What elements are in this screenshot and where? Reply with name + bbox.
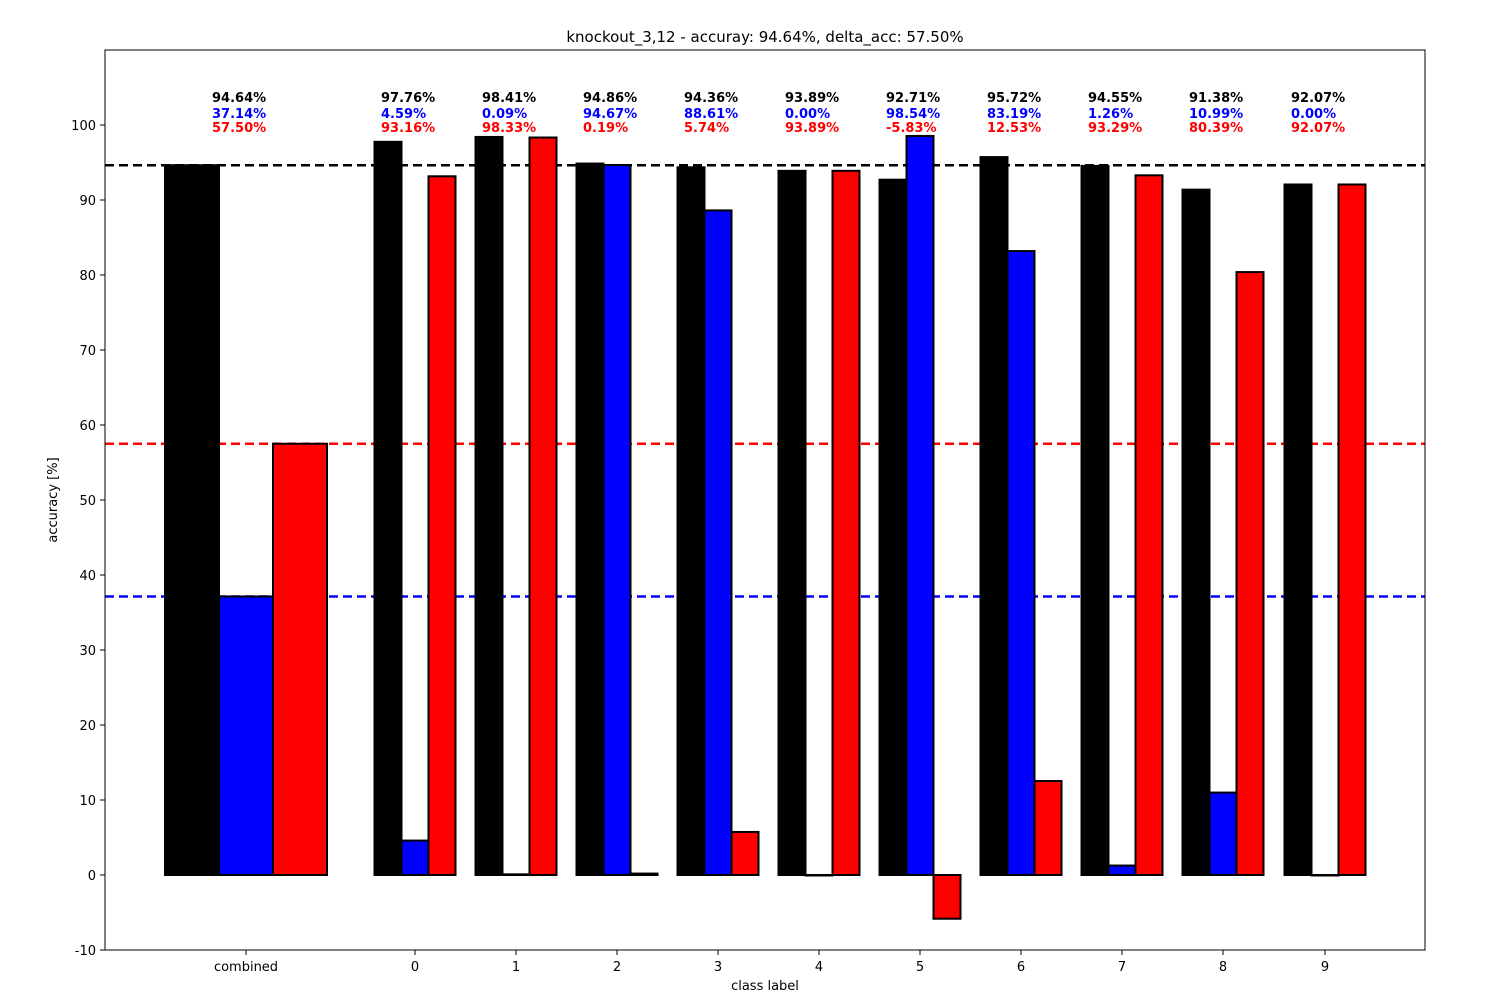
value-label-5-series-1: 98.54% xyxy=(886,107,940,122)
bar-2-series-2 xyxy=(629,872,659,877)
bar-5-series-2 xyxy=(932,874,962,920)
value-label-1-series-2: 98.33% xyxy=(482,121,536,136)
bar-5-series-1 xyxy=(905,134,935,876)
value-label-9-series-0: 92.07% xyxy=(1291,91,1345,106)
value-label-combined-series-0: 94.64% xyxy=(212,91,266,106)
bar-8-series-1 xyxy=(1208,791,1238,877)
x-tick-label: 9 xyxy=(1321,960,1329,975)
bar-6-series-0 xyxy=(979,156,1009,877)
bar-2-series-0 xyxy=(575,162,605,877)
value-label-1-series-0: 98.41% xyxy=(482,91,536,106)
bar-3-series-2 xyxy=(730,830,760,877)
bar-0-series-1 xyxy=(400,839,430,877)
value-label-8-series-0: 91.38% xyxy=(1189,91,1243,106)
x-tick-label: 0 xyxy=(411,960,419,975)
y-tick-label: 30 xyxy=(79,644,96,659)
x-tick-label: combined xyxy=(214,960,278,975)
value-label-4-series-2: 93.89% xyxy=(785,121,839,136)
value-label-8-series-1: 10.99% xyxy=(1189,107,1243,122)
value-label-4-series-1: 0.00% xyxy=(785,107,830,122)
bar-3-series-0 xyxy=(676,166,706,877)
bar-2-series-1 xyxy=(602,163,632,877)
value-label-7-series-1: 1.26% xyxy=(1088,107,1133,122)
bar-0-series-0 xyxy=(373,140,403,877)
x-tick-label: 3 xyxy=(714,960,722,975)
value-label-9-series-2: 92.07% xyxy=(1291,121,1345,136)
y-tick-label: 100 xyxy=(71,119,96,134)
x-tick-label: 6 xyxy=(1017,960,1025,975)
bar-combined-series-2 xyxy=(272,442,328,876)
bar-combined-series-0 xyxy=(164,164,220,876)
bar-3-series-1 xyxy=(703,209,733,877)
bar-9-series-0 xyxy=(1283,183,1313,877)
plot-frame xyxy=(104,49,1426,951)
value-label-7-series-2: 93.29% xyxy=(1088,121,1142,136)
y-tick-label: 0 xyxy=(88,869,96,884)
value-label-4-series-0: 93.89% xyxy=(785,91,839,106)
value-label-0-series-0: 97.76% xyxy=(381,91,435,106)
bar-6-series-1 xyxy=(1006,250,1036,876)
value-label-3-series-2: 5.74% xyxy=(684,121,729,136)
bar-8-series-2 xyxy=(1235,271,1265,876)
value-label-combined-series-2: 57.50% xyxy=(212,121,266,136)
bar-6-series-2 xyxy=(1033,780,1063,877)
value-label-5-series-0: 92.71% xyxy=(886,91,940,106)
value-label-6-series-2: 12.53% xyxy=(987,121,1041,136)
bar-9-series-2 xyxy=(1337,183,1367,877)
x-tick-label: 8 xyxy=(1219,960,1227,975)
value-label-combined-series-1: 37.14% xyxy=(212,107,266,122)
value-label-3-series-1: 88.61% xyxy=(684,107,738,122)
x-tick-label: 4 xyxy=(815,960,823,975)
y-tick-label: 60 xyxy=(79,419,96,434)
y-tick-label: 80 xyxy=(79,269,96,284)
value-label-6-series-1: 83.19% xyxy=(987,107,1041,122)
x-tick-label: 7 xyxy=(1118,960,1126,975)
x-axis: combined 0 1 2 3 4 5 6 7 8 9 xyxy=(214,950,1329,975)
y-tick-label: -10 xyxy=(75,944,96,959)
value-label-6-series-0: 95.72% xyxy=(987,91,1041,106)
y-tick-label: 50 xyxy=(79,494,96,509)
bar-9-series-1 xyxy=(1310,874,1340,877)
value-label-5-series-2: -5.83% xyxy=(886,121,937,136)
bar-1-series-1 xyxy=(501,873,531,877)
bar-0-series-2 xyxy=(427,175,457,877)
value-label-3-series-0: 94.36% xyxy=(684,91,738,106)
value-label-1-series-1: 0.09% xyxy=(482,107,527,122)
bar-5-series-0 xyxy=(878,178,908,877)
value-label-0-series-2: 93.16% xyxy=(381,121,435,136)
bar-1-series-2 xyxy=(528,136,558,876)
y-axis: -10 0 10 20 30 40 50 60 70 80 90 100 xyxy=(71,119,105,959)
bar-7-series-0 xyxy=(1080,164,1110,876)
bar-8-series-0 xyxy=(1181,188,1211,876)
value-label-2-series-2: 0.19% xyxy=(583,121,628,136)
value-label-0-series-1: 4.59% xyxy=(381,107,426,122)
bar-4-series-2 xyxy=(831,169,861,876)
x-tick-label: 5 xyxy=(916,960,924,975)
value-label-9-series-1: 0.00% xyxy=(1291,107,1336,122)
value-labels: 94.64%37.14%57.50% 97.76%4.59%93.16% 98.41… xyxy=(212,91,1345,136)
value-label-2-series-0: 94.86% xyxy=(583,91,637,106)
bar-7-series-1 xyxy=(1107,864,1137,876)
x-tick-label: 2 xyxy=(613,960,621,975)
y-tick-label: 10 xyxy=(79,794,96,809)
y-axis-label: accuracy [%] xyxy=(46,457,61,542)
x-tick-label: 1 xyxy=(512,960,520,975)
value-label-7-series-0: 94.55% xyxy=(1088,91,1142,106)
y-tick-label: 40 xyxy=(79,569,96,584)
bar-7-series-2 xyxy=(1134,174,1164,876)
y-tick-label: 70 xyxy=(79,344,96,359)
bars xyxy=(164,134,1367,920)
value-label-2-series-1: 94.67% xyxy=(583,107,637,122)
bar-1-series-0 xyxy=(474,135,504,877)
bar-4-series-0 xyxy=(777,169,807,876)
bar-combined-series-1 xyxy=(218,595,274,876)
value-label-8-series-2: 80.39% xyxy=(1189,121,1243,136)
bar-4-series-1 xyxy=(804,874,834,877)
x-axis-label: class label xyxy=(731,979,799,994)
chart-title: knockout_3,12 - accuray: 94.64%, delta_a… xyxy=(566,28,963,47)
y-tick-label: 20 xyxy=(79,719,96,734)
y-tick-label: 90 xyxy=(79,194,96,209)
